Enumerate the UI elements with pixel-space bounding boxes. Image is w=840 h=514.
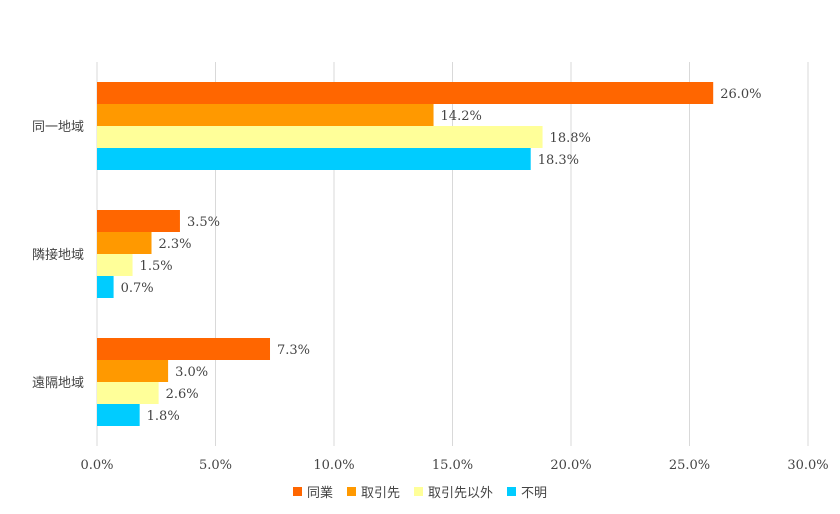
- y-category-label: 同一地域: [32, 120, 84, 135]
- x-tick-label: 30.0%: [787, 458, 828, 473]
- legend-swatch: [292, 486, 302, 496]
- bar: [97, 82, 714, 104]
- bar: [97, 382, 159, 404]
- legend-item: 取引先: [346, 482, 400, 501]
- legend-item: 取引先以外: [414, 482, 493, 501]
- bar: [97, 126, 543, 148]
- legend-label: 同業: [306, 485, 333, 501]
- bar: [97, 276, 114, 298]
- bar: [97, 148, 531, 170]
- bar: [97, 338, 271, 360]
- legend: 同業 取引先 取引先以外 不明: [0, 481, 840, 501]
- legend-label: 不明: [521, 485, 548, 501]
- data-label: 7.3%: [277, 343, 310, 358]
- data-label: 2.6%: [166, 387, 199, 402]
- x-tick-label: 15.0%: [432, 458, 473, 473]
- bar: [97, 254, 133, 276]
- bar: [97, 104, 434, 126]
- data-label: 18.8%: [550, 131, 591, 146]
- x-tick-label: 5.0%: [199, 458, 232, 473]
- y-category-label: 隣接地域: [32, 247, 84, 263]
- data-label: 14.2%: [441, 109, 482, 124]
- bar: [97, 210, 180, 232]
- x-tick-label: 10.0%: [313, 458, 354, 473]
- x-tick-label: 0.0%: [80, 458, 113, 473]
- legend-label: 取引先以外: [428, 485, 494, 501]
- legend-item: 同業: [292, 482, 333, 501]
- data-label: 18.3%: [538, 153, 579, 168]
- bar: [97, 404, 140, 426]
- bar: [97, 360, 169, 382]
- legend-swatch: [507, 486, 517, 496]
- data-label: 0.7%: [121, 281, 154, 296]
- x-tick-label: 25.0%: [669, 458, 710, 473]
- legend-swatch: [346, 486, 356, 496]
- bar: [97, 232, 152, 254]
- data-label: 1.8%: [147, 409, 180, 424]
- legend-item: 不明: [507, 482, 547, 501]
- data-label: 1.5%: [140, 259, 173, 274]
- legend-swatch: [414, 486, 423, 496]
- y-category-label: 遠隔地域: [32, 376, 84, 391]
- data-label: 26.0%: [720, 87, 761, 102]
- data-label: 2.3%: [159, 237, 192, 252]
- data-label: 3.5%: [187, 215, 220, 230]
- x-tick-label: 20.0%: [550, 458, 591, 473]
- data-label: 3.0%: [175, 365, 208, 380]
- legend-label: 取引先: [360, 485, 400, 501]
